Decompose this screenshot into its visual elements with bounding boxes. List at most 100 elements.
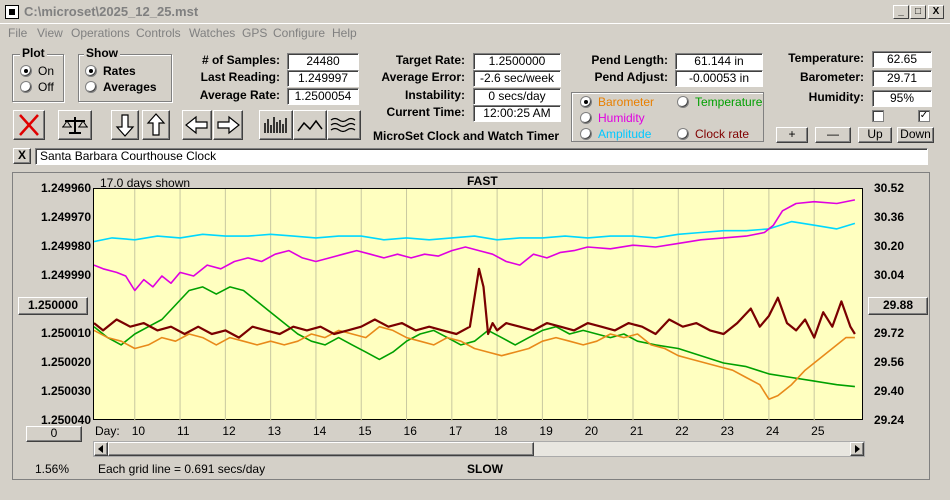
menu-configure[interactable]: Configure (273, 26, 326, 40)
menu-controls[interactable]: Controls (136, 26, 181, 40)
scroll-down-button[interactable] (111, 110, 139, 140)
series-line-0 (94, 220, 856, 243)
target-rate-value[interactable]: 1.2500000 (473, 53, 561, 70)
left-checkbox[interactable] (872, 110, 884, 122)
balance-scale-icon (62, 117, 88, 134)
app-icon[interactable] (5, 5, 19, 19)
close-button[interactable]: X (928, 5, 944, 19)
show-rates-radio[interactable] (85, 65, 97, 77)
right-tick-label: 29.40 (874, 384, 905, 398)
right-tick-label: 30.36 (874, 210, 905, 224)
series-line-4 (94, 267, 856, 339)
scroll-left-button[interactable] (182, 110, 212, 140)
clock-rate-radio[interactable] (677, 128, 689, 140)
day-tick-label: 16 (403, 424, 417, 438)
right-axis: 30.52 30.36 30.20 30.04 29.72 29.56 29.40 29.24 (870, 180, 930, 430)
x-axis: 10 11 12 13 14 15 16 17 18 19 20 21 22 23 24 25 (93, 424, 863, 440)
triangle-right-icon (855, 445, 860, 453)
left-tick-label: 1.250010 (40, 326, 91, 340)
average-error-value: -2.6 sec/week (473, 70, 561, 87)
series-line-2 (94, 286, 855, 388)
menu-operations[interactable]: Operations (71, 26, 130, 40)
scroll-left-arrow[interactable] (94, 442, 108, 456)
day-label: Day: (95, 424, 120, 438)
current-time-value: 12:00:25 AM (473, 105, 561, 122)
average-rate-label: Average Rate: (199, 88, 280, 102)
pend-length-value[interactable]: 61.144 in (675, 53, 763, 70)
app-caption: MicroSet Clock and Watch Timer (373, 129, 560, 143)
scroll-right-button[interactable] (213, 110, 243, 140)
left-center-button[interactable]: 1.250000 (18, 297, 88, 315)
bar-graph-button[interactable] (259, 110, 293, 140)
day-tick-label: 14 (312, 424, 327, 438)
days-shown-label: 17.0 days shown (100, 176, 191, 190)
amplitude-radio[interactable] (580, 128, 592, 140)
average-rate-value: 1.2500054 (287, 88, 359, 105)
waves-button[interactable] (327, 110, 361, 140)
line-graph-icon (297, 119, 323, 132)
right-tick-label: 29.72 (874, 326, 905, 340)
plot-on-radio[interactable] (20, 65, 32, 77)
minus-button[interactable]: — (815, 127, 851, 143)
menu-bar: File View Operations Controls Watches GP… (0, 24, 950, 42)
average-error-label: Average Error: (381, 70, 465, 84)
pend-adjust-label: Pend Adjust: (594, 70, 668, 84)
left-axis: 1.249960 1.249970 1.249980 1.249990 1.250010… (16, 180, 91, 430)
arrow-right-icon (217, 115, 240, 135)
scroll-right-arrow[interactable] (850, 442, 864, 456)
current-time-label: Current Time: (386, 105, 465, 119)
waves-icon (330, 117, 356, 133)
grid-note: Each grid line = 0.691 secs/day (98, 462, 266, 476)
show-rates-label: Rates (103, 64, 136, 78)
day-tick-label: 13 (267, 424, 281, 438)
scroll-up-button[interactable] (142, 110, 170, 140)
right-tick-label: 30.04 (874, 268, 905, 282)
up-button[interactable]: Up (858, 127, 892, 143)
stop-button[interactable] (13, 110, 45, 140)
chart-plot-area[interactable] (93, 188, 863, 421)
right-checkbox[interactable]: ✓ (918, 110, 930, 122)
line-graph-button[interactable] (293, 110, 327, 140)
title-bar: C:\microset\2025_12_25.mst _ □ X (0, 0, 950, 24)
series-selector (571, 92, 764, 142)
temperature-radio[interactable] (677, 96, 689, 108)
down-button[interactable]: Down (897, 127, 934, 143)
menu-help[interactable]: Help (332, 26, 357, 40)
day-tick-label: 15 (358, 424, 372, 438)
clear-description-button[interactable]: X (13, 148, 31, 164)
plot-panel (12, 172, 930, 480)
barometer-radio[interactable] (580, 96, 592, 108)
left-tick-label: 1.250030 (40, 384, 91, 398)
scroll-thumb[interactable] (108, 442, 534, 456)
menu-watches[interactable]: Watches (189, 26, 236, 40)
day-tick-label: 24 (765, 424, 780, 438)
balance-button[interactable] (58, 110, 92, 140)
humidity-radio[interactable] (580, 112, 592, 124)
last-reading-label: Last Reading: (200, 70, 280, 84)
show-averages-radio[interactable] (85, 81, 97, 93)
right-center-button[interactable]: 29.88 (868, 297, 928, 315)
plus-button[interactable]: + (776, 127, 808, 143)
amplitude-option-label: Amplitude (598, 127, 652, 141)
left-tick-label: 1.250040 (40, 413, 91, 427)
description-field[interactable]: Santa Barbara Courthouse Clock (35, 148, 928, 165)
bottom-left-button[interactable]: 0 (26, 426, 82, 442)
show-group-title: Show (84, 46, 120, 60)
red-x-icon (19, 114, 39, 136)
arrow-left-icon (185, 115, 208, 135)
right-tick-label: 29.24 (874, 413, 905, 427)
menu-view[interactable]: View (37, 26, 63, 40)
menu-gps[interactable]: GPS (242, 26, 268, 40)
day-tick-label: 10 (131, 424, 146, 438)
restore-button[interactable]: □ (910, 5, 926, 19)
pend-length-label: Pend Length: (591, 53, 668, 67)
plot-on-label: On (38, 64, 55, 78)
day-tick-label: 18 (494, 424, 508, 438)
window-title: C:\microset\2025_12_25.mst (24, 4, 199, 19)
show-averages-label: Averages (103, 80, 157, 94)
right-tick-label: 29.56 (874, 355, 905, 369)
plot-off-radio[interactable] (20, 81, 32, 93)
menu-file[interactable]: File (8, 26, 28, 40)
minimize-button[interactable]: _ (893, 5, 909, 19)
horizontal-scrollbar[interactable] (93, 441, 865, 457)
